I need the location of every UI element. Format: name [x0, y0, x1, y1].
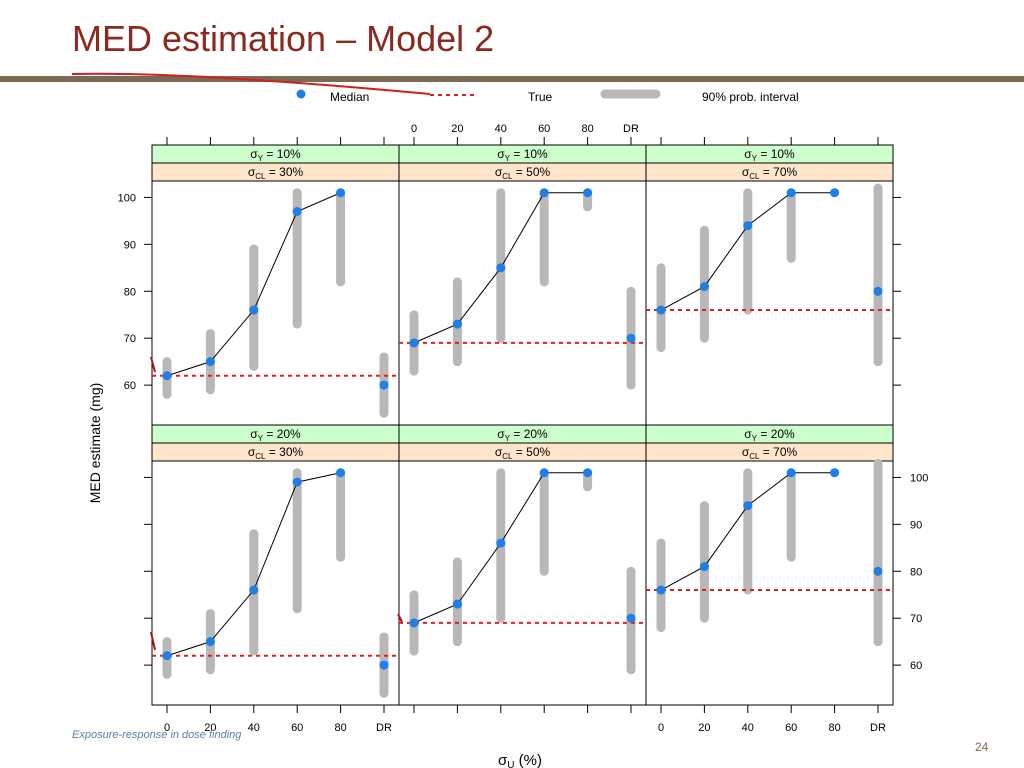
strip-label-sigma-cl: σCL = 70%	[742, 165, 798, 181]
median-point	[452, 319, 462, 329]
legend-interval-label: 90% prob. interval	[702, 90, 799, 104]
median-point	[830, 188, 840, 198]
median-point	[786, 468, 796, 478]
median-point	[409, 338, 419, 348]
strip-label-sigma-y: σY = 20%	[250, 427, 301, 443]
slide-title: MED estimation – Model 2	[72, 18, 495, 59]
median-point	[336, 468, 346, 478]
median-point	[162, 371, 172, 381]
x-tick-label-bottom-left: 20	[204, 722, 216, 734]
legend-median-label: Median	[330, 90, 369, 104]
strip-label-sigma-y: σY = 20%	[497, 427, 548, 443]
strip-label-sigma-y: σY = 10%	[250, 147, 301, 163]
x-tick-label-bottom-right: 80	[828, 722, 840, 734]
title-divider	[0, 76, 1024, 82]
edge-accent-top	[150, 356, 156, 373]
x-tick-label-bottom-right: 40	[742, 722, 754, 734]
strip-label-sigma-cl: σCL = 50%	[495, 165, 551, 181]
y-tick-label-top: 100	[118, 192, 136, 204]
y-axis-label: MED estimate (mg)	[87, 383, 103, 504]
strip-label-sigma-y: σY = 10%	[497, 147, 548, 163]
median-point	[583, 188, 593, 198]
strip-label-sigma-y: σY = 10%	[744, 147, 795, 163]
y-tick-label-top: 80	[124, 286, 136, 298]
median-point	[656, 585, 666, 595]
x-tick-label-bottom-right: 60	[785, 722, 797, 734]
x-tick-label-top: DR	[623, 123, 639, 135]
median-point	[409, 618, 419, 628]
x-tick-label-top: 20	[451, 123, 463, 135]
page-number: 24	[975, 740, 989, 754]
median-point	[496, 538, 506, 548]
x-tick-label-top: 60	[538, 123, 550, 135]
y-tick-label-bottom: 100	[910, 472, 928, 484]
y-tick-label-top: 90	[124, 239, 136, 251]
median-point	[786, 188, 796, 198]
x-axis-label: σU (%)	[498, 752, 542, 768]
strip-label-sigma-cl: σCL = 50%	[495, 445, 551, 461]
x-tick-label-bottom-left: 80	[334, 722, 346, 734]
median-point	[162, 651, 172, 661]
median-point	[539, 468, 549, 478]
strip-label-sigma-cl: σCL = 70%	[742, 445, 798, 461]
decorative-red-curve	[71, 72, 431, 95]
x-tick-label-top: 40	[495, 123, 507, 135]
x-tick-label-bottom-right: 20	[698, 722, 710, 734]
median-point	[583, 468, 593, 478]
panel-frame	[398, 460, 647, 706]
y-tick-label-bottom: 90	[910, 519, 922, 531]
x-tick-label-top: 80	[581, 123, 593, 135]
y-tick-label-bottom: 80	[910, 566, 922, 578]
legend-median-marker	[296, 89, 306, 99]
median-point	[626, 613, 636, 623]
x-tick-label-bottom-left: 60	[291, 722, 303, 734]
panel-frame	[151, 460, 400, 706]
strip-label-sigma-cl: σCL = 30%	[248, 165, 304, 181]
footer-text: Exposure-response in dose finding	[72, 729, 242, 741]
median-point	[873, 286, 883, 296]
median-point	[496, 263, 506, 273]
panel-frame	[645, 460, 894, 706]
strip-label-sigma-y: σY = 20%	[744, 427, 795, 443]
median-point	[743, 221, 753, 231]
x-tick-label-bottom-left: 0	[164, 722, 170, 734]
median-point	[699, 282, 709, 292]
median-point	[626, 333, 636, 343]
median-point	[379, 660, 389, 670]
x-tick-label-top: 0	[411, 123, 417, 135]
x-tick-label-bottom-left: DR	[376, 722, 392, 734]
median-point	[656, 305, 666, 315]
median-point	[292, 207, 302, 216]
panel-frame	[398, 180, 647, 426]
median-point	[873, 566, 883, 576]
median-point	[539, 188, 549, 198]
x-tick-label-bottom-left: 40	[248, 722, 260, 734]
median-point	[830, 468, 840, 478]
panel-frame	[645, 180, 894, 426]
panel-frame	[151, 180, 400, 426]
edge-accent-bottom	[150, 631, 156, 651]
median-point	[336, 188, 346, 198]
median-point	[205, 357, 215, 367]
x-tick-label-bottom-right: 0	[658, 722, 664, 734]
y-tick-label-bottom: 60	[910, 660, 922, 672]
median-point	[205, 637, 215, 647]
x-tick-label-bottom-right: DR	[870, 722, 886, 734]
median-point	[452, 599, 462, 609]
legend-true-label: True	[528, 90, 553, 104]
y-tick-label-top: 70	[124, 333, 136, 345]
median-point	[249, 305, 259, 315]
median-point	[699, 562, 709, 572]
median-point	[249, 585, 259, 595]
y-tick-label-top: 60	[124, 380, 136, 392]
median-point	[292, 477, 302, 487]
median-point	[379, 380, 389, 390]
edge-accent-middle	[397, 613, 403, 623]
strip-label-sigma-cl: σCL = 30%	[248, 445, 304, 461]
y-tick-label-bottom: 70	[910, 613, 922, 625]
median-point	[743, 501, 753, 511]
